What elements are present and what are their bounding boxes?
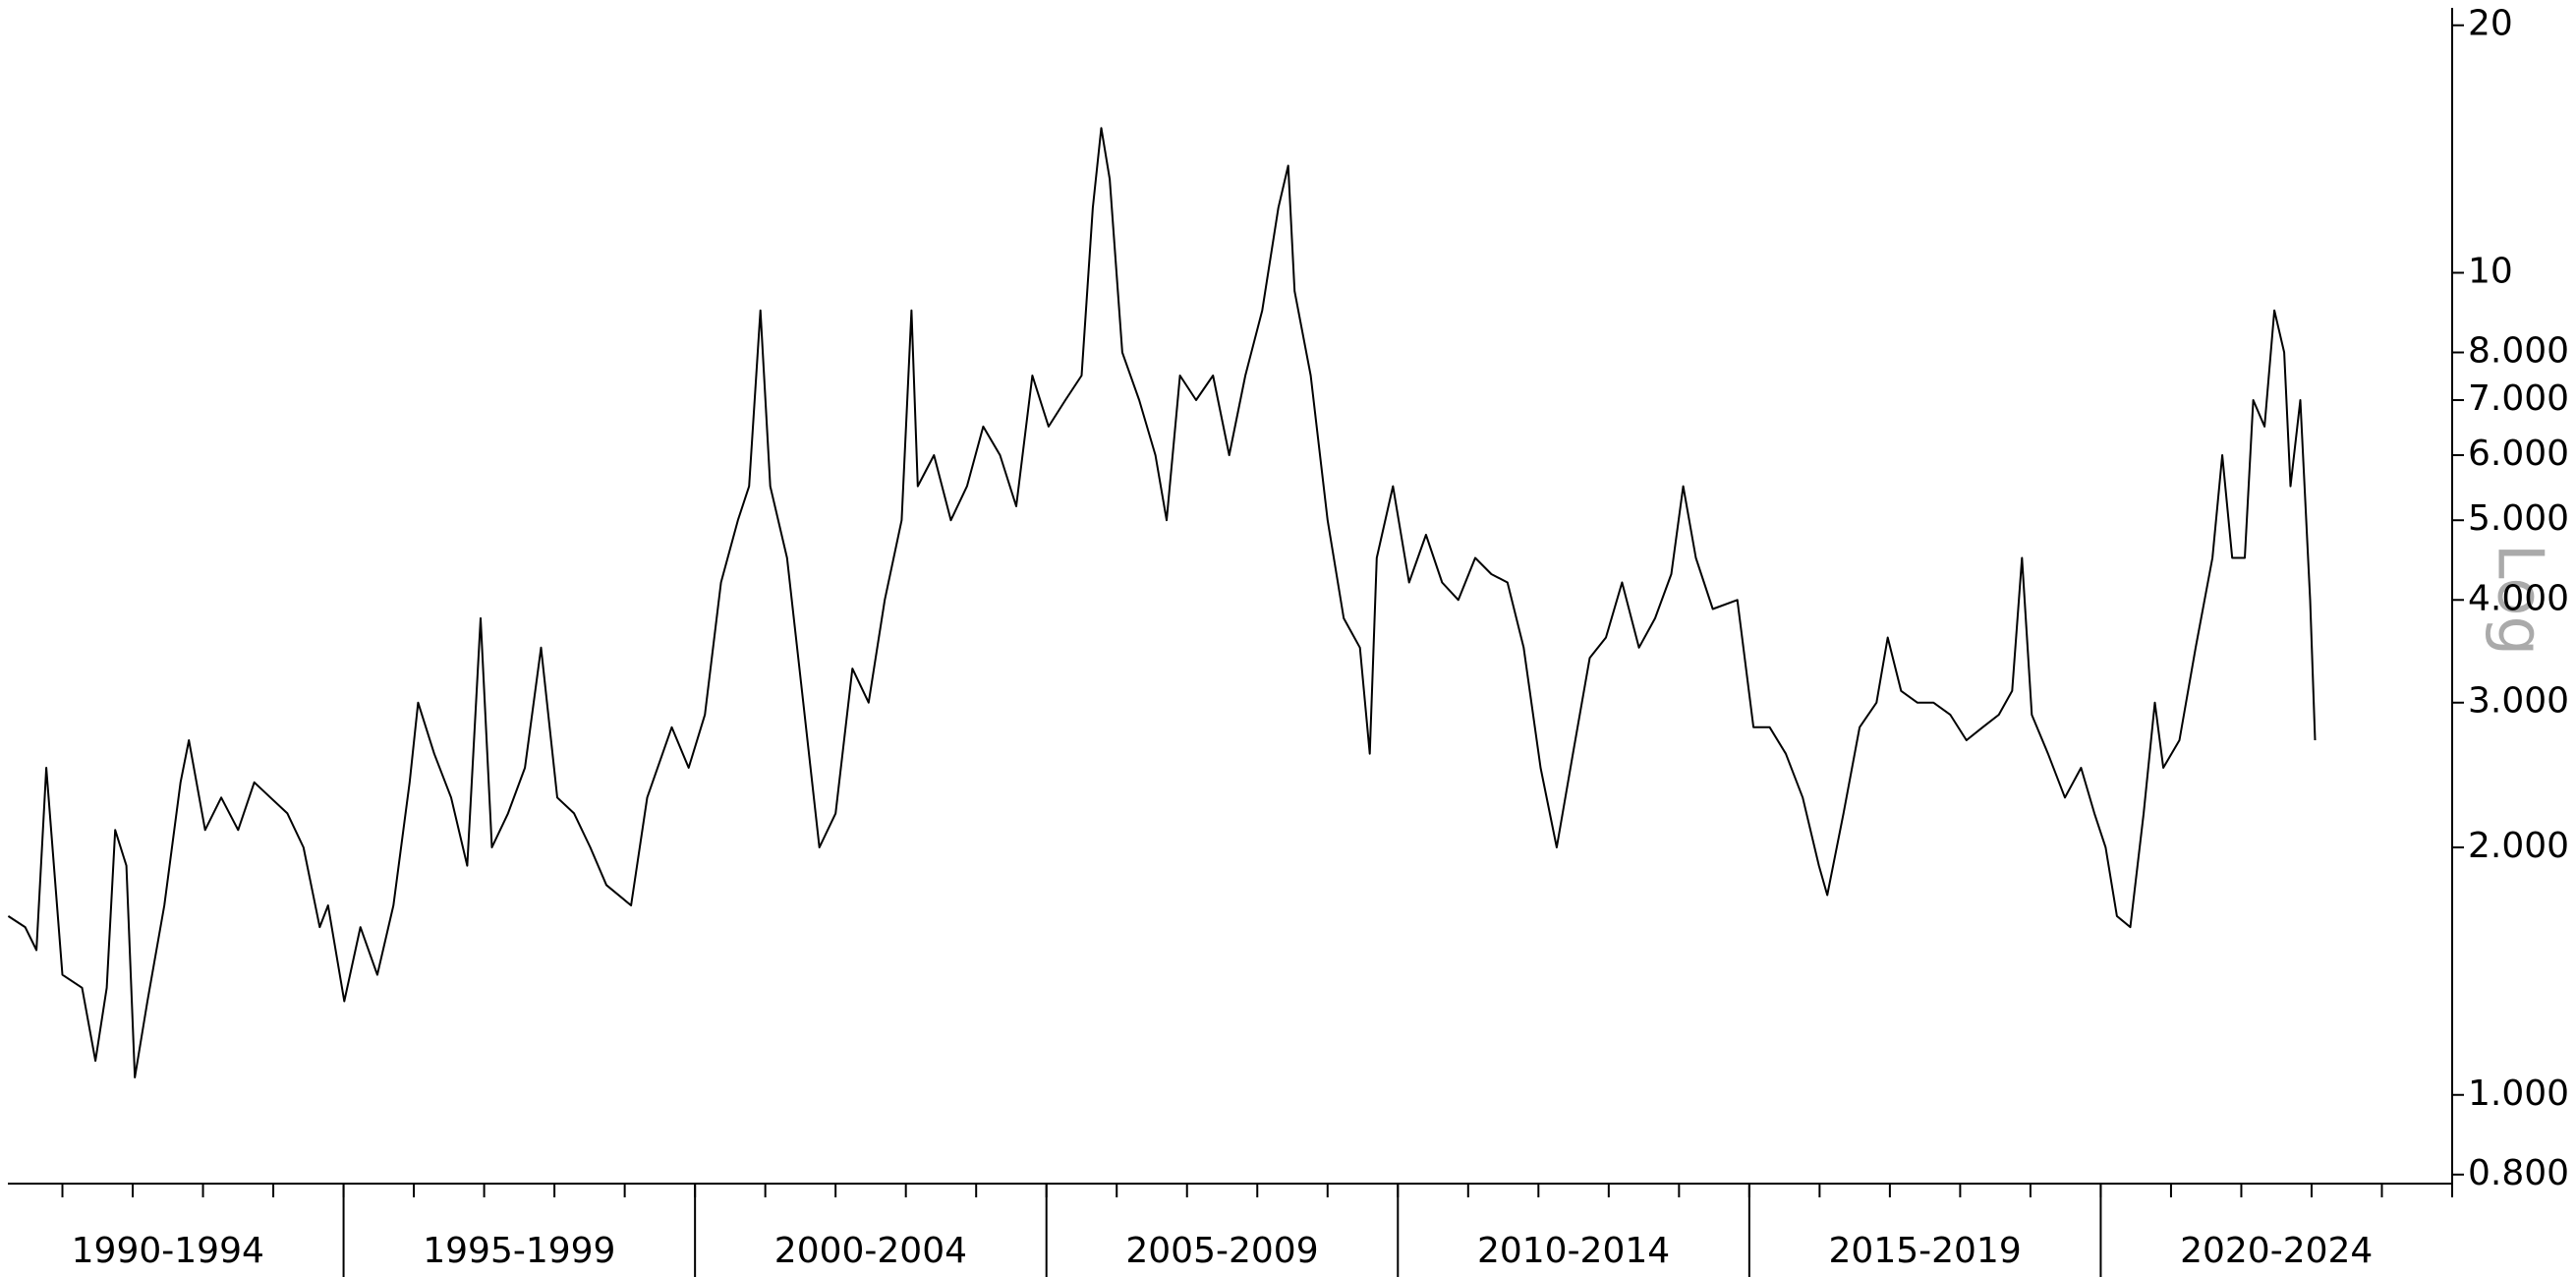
y-tick-label: 10 [2468, 251, 2513, 291]
scale-label: Log [2483, 544, 2555, 656]
y-tick-label: 8.000 [2468, 331, 2569, 372]
y-tick-label: 7.000 [2468, 378, 2569, 419]
y-tick-label: 3.000 [2468, 681, 2569, 722]
y-tick-label: 2.000 [2468, 826, 2569, 866]
x-category-label: 2020-2024 [2180, 1231, 2373, 1271]
y-tick-label: 4.000 [2468, 578, 2569, 618]
y-tick-label: 0.800 [2468, 1153, 2569, 1193]
x-category-label: 1990-1994 [72, 1231, 264, 1271]
price-line [7, 127, 2317, 1078]
x-category-label: 2010-2014 [1477, 1231, 1670, 1271]
y-tick-label: 1.000 [2468, 1074, 2569, 1114]
y-tick-label: 6.000 [2468, 434, 2569, 474]
y-tick-label: 20 [2468, 4, 2513, 44]
x-category-label: 2005-2009 [1125, 1231, 1318, 1271]
y-tick-label: 5.000 [2468, 498, 2569, 539]
x-category-label: 2000-2004 [774, 1231, 967, 1271]
x-category-label: 1995-1999 [423, 1231, 615, 1271]
x-category-label: 2015-2019 [1829, 1231, 2022, 1271]
